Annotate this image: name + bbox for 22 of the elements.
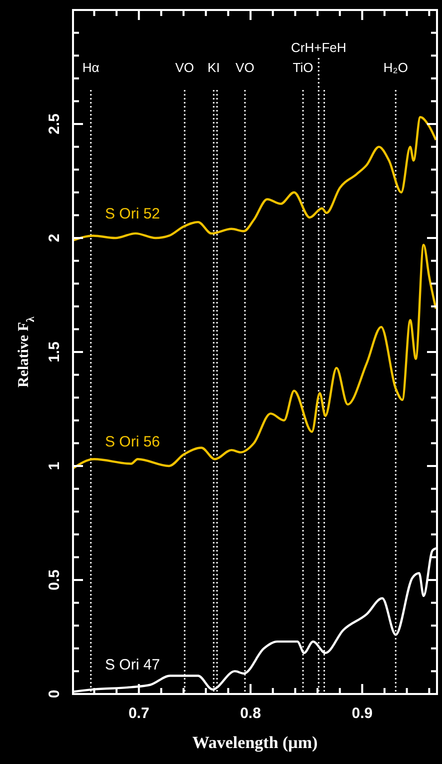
ref-line-label: Hα: [82, 60, 100, 75]
y-tick-label: 2: [46, 234, 63, 242]
x-tick-label: 0.7: [128, 705, 150, 722]
y-tick-label: 2.5: [46, 114, 63, 134]
y-tick-label: 0.5: [46, 570, 63, 590]
y-tick-label: 1: [46, 462, 63, 470]
y-tick-label: 0: [46, 690, 63, 698]
series-label: S Ori 56: [105, 433, 160, 450]
x-tick-label: 0.9: [352, 705, 373, 722]
ref-line-label: KI: [208, 60, 220, 75]
ref-line-label: VO: [236, 60, 254, 75]
series-label: S Ori 47: [105, 656, 160, 674]
ref-line-label: TiO: [292, 60, 314, 75]
line-series: [72, 116, 437, 242]
ref-line-label: H₂O: [383, 60, 408, 75]
y-tick-label: 1.5: [46, 342, 63, 362]
x-axis-title: Wavelength (μm): [192, 733, 318, 752]
series-label: S Ori 52: [105, 205, 160, 222]
x-tick-label: 0.8: [240, 705, 261, 722]
ref-line-label: VO: [175, 60, 194, 75]
ref-line-label: CrH+FeH: [291, 40, 346, 55]
line-series: [72, 244, 437, 470]
